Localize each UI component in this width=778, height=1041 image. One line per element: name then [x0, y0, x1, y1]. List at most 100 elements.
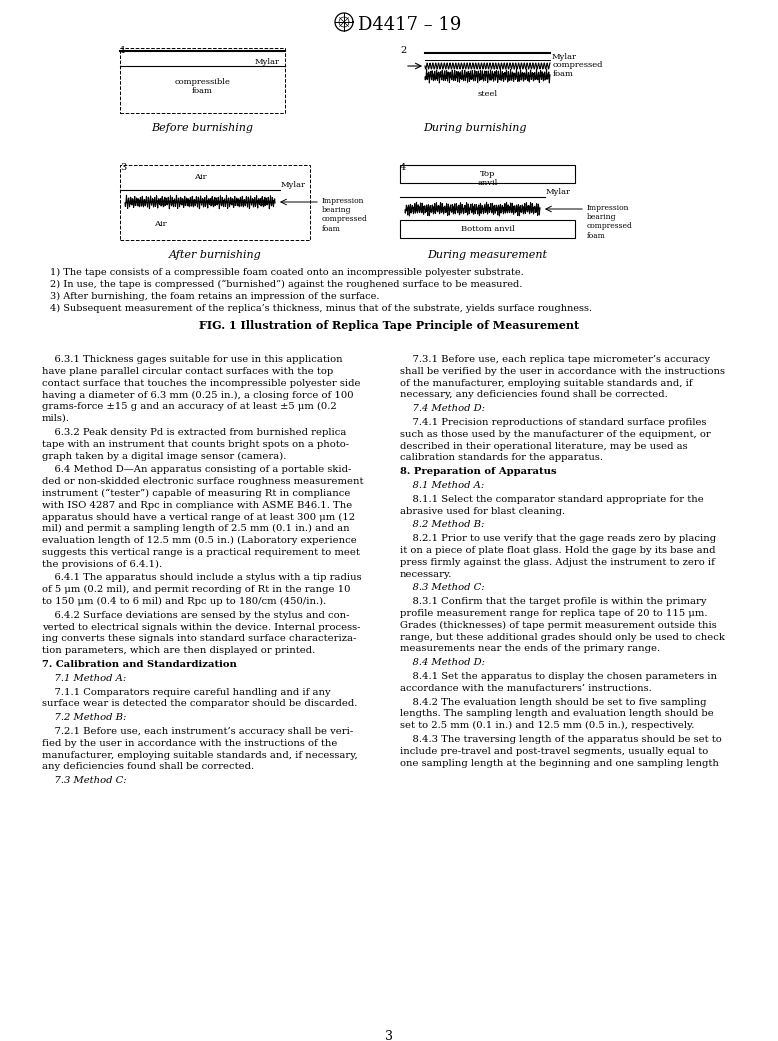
- Text: Air: Air: [154, 220, 166, 228]
- Text: 8.2.1 Prior to use verify that the gage reads zero by placing: 8.2.1 Prior to use verify that the gage …: [400, 534, 716, 543]
- Text: 6.3.1 Thickness gages suitable for use in this application: 6.3.1 Thickness gages suitable for use i…: [42, 355, 342, 364]
- Text: D4417 – 19: D4417 – 19: [358, 16, 461, 34]
- Text: such as those used by the manufacturer of the equipment, or: such as those used by the manufacturer o…: [400, 430, 711, 439]
- Text: include pre-travel and post-travel segments, usually equal to: include pre-travel and post-travel segme…: [400, 746, 708, 756]
- Text: Mylar: Mylar: [281, 181, 306, 189]
- Text: 8.3.1 Confirm that the target profile is within the primary: 8.3.1 Confirm that the target profile is…: [400, 598, 706, 606]
- Text: Before burnishing: Before burnishing: [152, 123, 254, 133]
- Text: 2: 2: [400, 46, 406, 55]
- Text: 7.1.1 Comparators require careful handling and if any: 7.1.1 Comparators require careful handli…: [42, 688, 331, 696]
- Text: 7.4.1 Precision reproductions of standard surface profiles: 7.4.1 Precision reproductions of standar…: [400, 418, 706, 427]
- Text: During measurement: During measurement: [427, 250, 548, 260]
- Text: 4: 4: [400, 163, 406, 172]
- Text: ded or non-skidded electronic surface roughness measurement: ded or non-skidded electronic surface ro…: [42, 477, 363, 486]
- Text: with ISO 4287 and Rpc in compliance with ASME B46.1. The: with ISO 4287 and Rpc in compliance with…: [42, 501, 352, 510]
- Text: 8.4.2 The evaluation length should be set to five sampling: 8.4.2 The evaluation length should be se…: [400, 697, 706, 707]
- Text: have plane parallel circular contact surfaces with the top: have plane parallel circular contact sur…: [42, 366, 333, 376]
- Text: having a diameter of 6.3 mm (0.25 in.), a closing force of 100: having a diameter of 6.3 mm (0.25 in.), …: [42, 390, 354, 400]
- Text: 7. Calibration and Standardization: 7. Calibration and Standardization: [42, 660, 237, 669]
- Text: FIG. 1 Illustration of Replica Tape Principle of Measurement: FIG. 1 Illustration of Replica Tape Prin…: [199, 320, 579, 331]
- Text: 8. Preparation of Apparatus: 8. Preparation of Apparatus: [400, 467, 556, 476]
- Text: tion parameters, which are then displayed or printed.: tion parameters, which are then displaye…: [42, 646, 315, 655]
- Text: surface wear is detected the comparator should be discarded.: surface wear is detected the comparator …: [42, 700, 357, 708]
- Text: 2) In use, the tape is compressed (“burnished”) against the roughened surface to: 2) In use, the tape is compressed (“burn…: [50, 280, 522, 289]
- Text: 7.3.1 Before use, each replica tape micrometer’s accuracy: 7.3.1 Before use, each replica tape micr…: [400, 355, 710, 364]
- Text: 8.3 Method C:: 8.3 Method C:: [400, 583, 485, 592]
- Text: Mylar: Mylar: [552, 53, 577, 61]
- Text: steel: steel: [478, 90, 498, 98]
- Text: During burnishing: During burnishing: [423, 123, 527, 133]
- Text: compressible
foam: compressible foam: [174, 78, 230, 95]
- Text: of the manufacturer, employing suitable standards and, if: of the manufacturer, employing suitable …: [400, 379, 692, 387]
- Text: press firmly against the glass. Adjust the instrument to zero if: press firmly against the glass. Adjust t…: [400, 558, 715, 566]
- Text: 8.1 Method A:: 8.1 Method A:: [400, 481, 484, 490]
- Bar: [400, 220, 575, 238]
- Text: 8.2 Method B:: 8.2 Method B:: [400, 520, 485, 530]
- Text: lengths. The sampling length and evaluation length should be: lengths. The sampling length and evaluat…: [400, 709, 713, 718]
- Text: 6.3.2 Peak density Pd is extracted from burnished replica: 6.3.2 Peak density Pd is extracted from …: [42, 428, 346, 437]
- Text: 8.1.1 Select the comparator standard appropriate for the: 8.1.1 Select the comparator standard app…: [400, 494, 704, 504]
- Text: Mylar: Mylar: [255, 58, 280, 66]
- Text: 8.4 Method D:: 8.4 Method D:: [400, 658, 485, 667]
- Text: After burnishing: After burnishing: [169, 250, 261, 260]
- Text: described in their operational literature, may be used as: described in their operational literatur…: [400, 441, 688, 451]
- Text: verted to electrical signals within the device. Internal process-: verted to electrical signals within the …: [42, 623, 360, 632]
- Text: 7.2.1 Before use, each instrument’s accuracy shall be veri-: 7.2.1 Before use, each instrument’s accu…: [42, 727, 353, 736]
- Text: range, but these additional grades should only be used to check: range, but these additional grades shoul…: [400, 633, 725, 641]
- Text: it on a piece of plate float glass. Hold the gage by its base and: it on a piece of plate float glass. Hold…: [400, 545, 716, 555]
- Text: abrasive used for blast cleaning.: abrasive used for blast cleaning.: [400, 507, 565, 515]
- Text: 3) After burnishing, the foam retains an impression of the surface.: 3) After burnishing, the foam retains an…: [50, 291, 380, 301]
- Text: Impression
bearing
compressed
foam: Impression bearing compressed foam: [587, 204, 633, 239]
- Text: necessary, any deficiencies found shall be corrected.: necessary, any deficiencies found shall …: [400, 390, 668, 400]
- Text: 7.2 Method B:: 7.2 Method B:: [42, 713, 126, 722]
- Text: 1) The tape consists of a compressible foam coated onto an incompressible polyes: 1) The tape consists of a compressible f…: [50, 268, 524, 277]
- Text: grams-force ±15 g and an accuracy of at least ±5 μm (0.2: grams-force ±15 g and an accuracy of at …: [42, 402, 337, 411]
- Bar: [120, 166, 310, 240]
- Text: Bottom anvil: Bottom anvil: [461, 225, 514, 233]
- Text: evaluation length of 12.5 mm (0.5 in.) (Laboratory experience: evaluation length of 12.5 mm (0.5 in.) (…: [42, 536, 357, 545]
- Text: any deficiencies found shall be corrected.: any deficiencies found shall be correcte…: [42, 762, 254, 771]
- Text: contact surface that touches the incompressible polyester side: contact surface that touches the incompr…: [42, 379, 360, 387]
- Text: suggests this vertical range is a practical requirement to meet: suggests this vertical range is a practi…: [42, 548, 360, 557]
- Text: 3: 3: [120, 163, 126, 172]
- Text: Top
anvil: Top anvil: [478, 170, 498, 187]
- Text: measurements near the ends of the primary range.: measurements near the ends of the primar…: [400, 644, 660, 654]
- Text: 4) Subsequent measurement of the replica’s thickness, minus that of the substrat: 4) Subsequent measurement of the replica…: [50, 304, 592, 313]
- Text: 6.4.1 The apparatus should include a stylus with a tip radius: 6.4.1 The apparatus should include a sty…: [42, 574, 362, 582]
- Text: graph taken by a digital image sensor (camera).: graph taken by a digital image sensor (c…: [42, 452, 286, 460]
- Text: instrument (“tester”) capable of measuring Rt in compliance: instrument (“tester”) capable of measuri…: [42, 489, 350, 499]
- Text: tape with an instrument that counts bright spots on a photo-: tape with an instrument that counts brig…: [42, 439, 349, 449]
- Text: of 5 μm (0.2 mil), and permit recording of Rt in the range 10: of 5 μm (0.2 mil), and permit recording …: [42, 585, 351, 594]
- Text: profile measurement range for replica tape of 20 to 115 μm.: profile measurement range for replica ta…: [400, 609, 707, 618]
- Text: Impression
bearing
compressed
foam: Impression bearing compressed foam: [322, 197, 368, 232]
- Text: manufacturer, employing suitable standards and, if necessary,: manufacturer, employing suitable standar…: [42, 751, 358, 760]
- Text: compressed
foam: compressed foam: [553, 61, 604, 78]
- Text: to 150 μm (0.4 to 6 mil) and Rpc up to 180/cm (450/in.).: to 150 μm (0.4 to 6 mil) and Rpc up to 1…: [42, 596, 326, 606]
- Text: 1: 1: [120, 46, 126, 55]
- Text: 7.1 Method A:: 7.1 Method A:: [42, 674, 126, 683]
- Text: Air: Air: [194, 173, 206, 181]
- Text: accordance with the manufacturers’ instructions.: accordance with the manufacturers’ instr…: [400, 684, 652, 693]
- Text: fied by the user in accordance with the instructions of the: fied by the user in accordance with the …: [42, 739, 338, 747]
- Text: 8.4.1 Set the apparatus to display the chosen parameters in: 8.4.1 Set the apparatus to display the c…: [400, 672, 717, 681]
- Text: 6.4.2 Surface deviations are sensed by the stylus and con-: 6.4.2 Surface deviations are sensed by t…: [42, 611, 349, 619]
- Bar: [400, 166, 575, 183]
- Text: mils).: mils).: [42, 414, 70, 423]
- Text: 8.4.3 The traversing length of the apparatus should be set to: 8.4.3 The traversing length of the appar…: [400, 735, 722, 744]
- Text: ing converts these signals into standard surface characteriza-: ing converts these signals into standard…: [42, 634, 356, 643]
- Text: necessary.: necessary.: [400, 569, 452, 579]
- Text: one sampling length at the beginning and one sampling length: one sampling length at the beginning and…: [400, 759, 719, 767]
- Text: set to 2.5 mm (0.1 in.) and 12.5 mm (0.5 in.), respectively.: set to 2.5 mm (0.1 in.) and 12.5 mm (0.5…: [400, 721, 695, 731]
- Bar: [120, 48, 285, 113]
- Text: calibration standards for the apparatus.: calibration standards for the apparatus.: [400, 454, 603, 462]
- Text: Grades (thicknesses) of tape permit measurement outside this: Grades (thicknesses) of tape permit meas…: [400, 620, 717, 630]
- Text: 3: 3: [385, 1030, 393, 1041]
- Text: apparatus should have a vertical range of at least 300 μm (12: apparatus should have a vertical range o…: [42, 512, 355, 522]
- Text: 7.3 Method C:: 7.3 Method C:: [42, 777, 127, 785]
- Text: 7.4 Method D:: 7.4 Method D:: [400, 404, 485, 413]
- Text: Mylar: Mylar: [546, 188, 571, 196]
- Text: 6.4 Method D—An apparatus consisting of a portable skid-: 6.4 Method D—An apparatus consisting of …: [42, 465, 352, 475]
- Text: shall be verified by the user in accordance with the instructions: shall be verified by the user in accorda…: [400, 366, 725, 376]
- Text: the provisions of 6.4.1).: the provisions of 6.4.1).: [42, 560, 162, 568]
- Text: mil) and permit a sampling length of 2.5 mm (0.1 in.) and an: mil) and permit a sampling length of 2.5…: [42, 525, 349, 533]
